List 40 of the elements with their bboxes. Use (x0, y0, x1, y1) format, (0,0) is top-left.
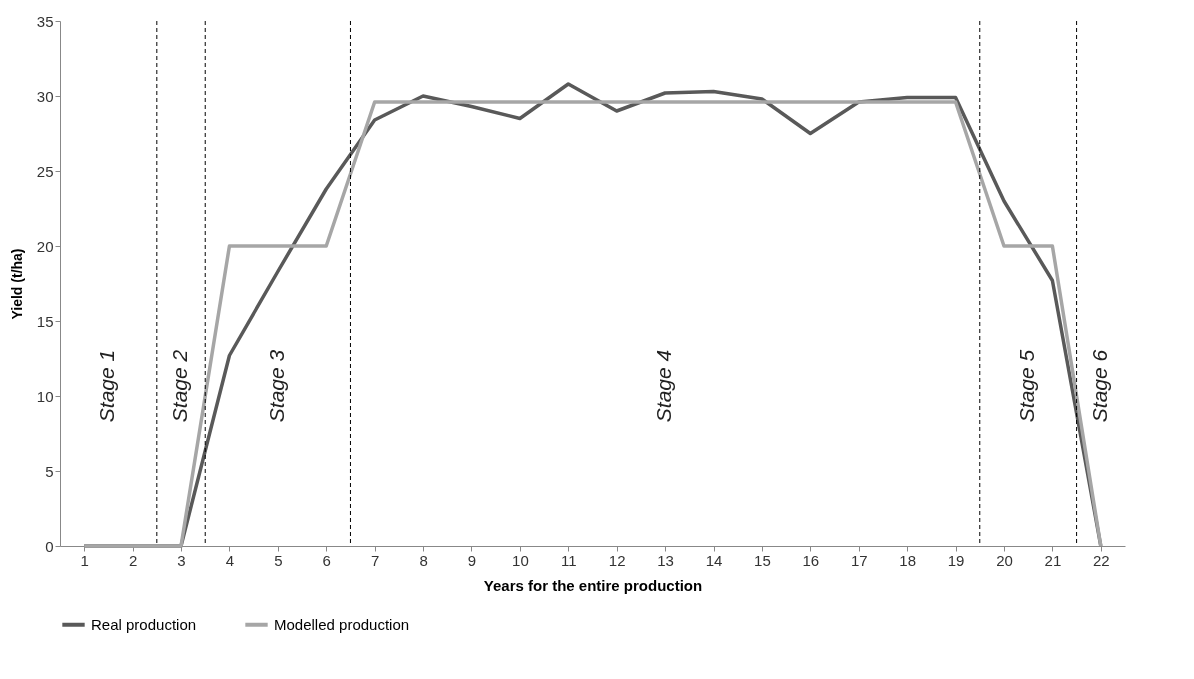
x-tick-label: 1 (80, 551, 89, 569)
x-tick-label: 4 (225, 551, 235, 569)
y-tick-label: 20 (36, 237, 54, 255)
y-tick-label: 25 (36, 162, 54, 180)
y-axis-title: Yield (t/ha) (8, 248, 25, 320)
x-tick-label: 14 (705, 551, 723, 569)
x-tick-label: 6 (322, 551, 331, 569)
x-tick-label: 19 (947, 551, 965, 569)
x-tick-label: 8 (419, 551, 428, 569)
annotation: Stage 5 (1015, 349, 1039, 423)
legend-label: Modelled production (274, 615, 410, 633)
x-tick-label: 13 (657, 551, 674, 569)
x-tick-label: 20 (996, 551, 1013, 569)
x-tick-label: 9 (467, 551, 477, 569)
legend-label: Real production (91, 615, 197, 633)
x-tick-label: 15 (754, 551, 771, 569)
x-tick-label: 21 (1044, 551, 1062, 569)
y-tick-label: 35 (36, 12, 54, 30)
x-tick-label: 11 (561, 551, 577, 569)
y-tick-label: 10 (36, 387, 54, 405)
y-tick-label: 30 (36, 87, 54, 105)
x-tick-label: 10 (512, 551, 529, 569)
x-tick-label: 5 (274, 551, 283, 569)
annotation: Stage 4 (652, 349, 676, 423)
x-tick-label: 16 (802, 551, 820, 569)
x-axis-title: Years for the entire production (483, 576, 703, 594)
y-tick-label: 5 (45, 462, 54, 480)
annotation: Stage 2 (168, 349, 192, 423)
y-tick-label: 15 (36, 312, 54, 330)
annotation: Stage 6 (1087, 349, 1111, 423)
x-tick-label: 7 (370, 551, 380, 569)
y-tick-label: 0 (45, 537, 54, 555)
x-tick-label: 3 (177, 551, 186, 569)
x-tick-label: 18 (899, 551, 916, 569)
x-tick-label: 2 (128, 551, 138, 569)
x-tick-label: 17 (850, 551, 868, 569)
annotation: Stage 3 (264, 349, 288, 423)
x-tick-label: 12 (608, 551, 626, 569)
x-tick-label: 22 (1092, 551, 1110, 569)
annotation: Stage 1 (95, 349, 119, 423)
